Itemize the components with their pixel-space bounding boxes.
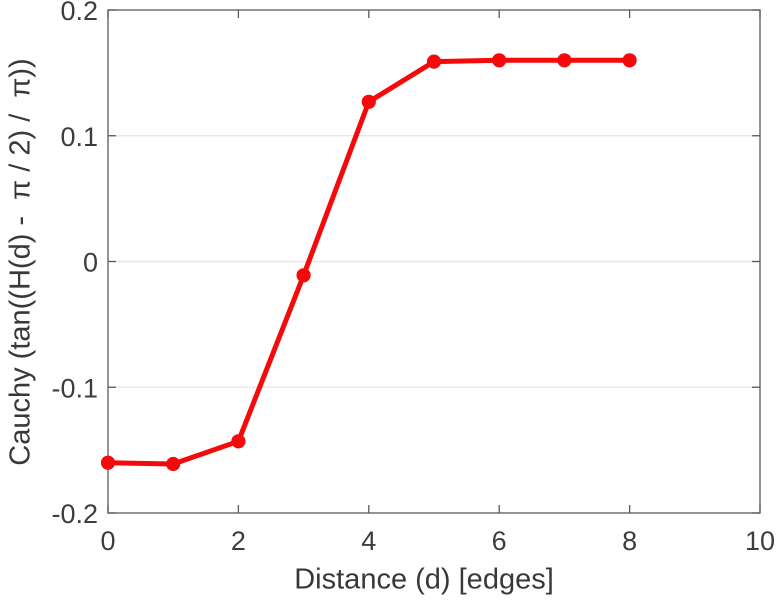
data-point-marker: [166, 456, 181, 472]
y-tick-label: -0.1: [51, 373, 98, 403]
data-point-marker: [231, 434, 246, 449]
x-tick-label: 8: [622, 526, 637, 556]
data-point-marker: [557, 53, 572, 68]
data-point-marker: [361, 94, 376, 109]
x-axis-label: Distance (d) [edges]: [294, 563, 554, 596]
y-axis-label: Cauchy (tan((H(d) - π / 2) / π)): [4, 58, 37, 466]
x-tick-label: 6: [492, 526, 507, 556]
data-point-marker: [426, 54, 442, 69]
data-point-marker: [296, 268, 311, 283]
data-line: [105, 57, 633, 467]
data-point-marker: [492, 53, 507, 68]
x-tick-label: 4: [361, 526, 376, 556]
x-tick-label: 0: [100, 526, 115, 556]
y-tick-label: -0.2: [51, 499, 98, 529]
x-tick-label: 10: [745, 526, 775, 556]
y-tick-label: 0.1: [60, 122, 98, 152]
data-point-marker: [622, 53, 637, 68]
y-tick-label: 0: [83, 248, 98, 278]
y-tick-label: 0.2: [60, 0, 98, 26]
x-tick-label: 2: [231, 526, 246, 556]
data-point-marker: [100, 455, 116, 470]
